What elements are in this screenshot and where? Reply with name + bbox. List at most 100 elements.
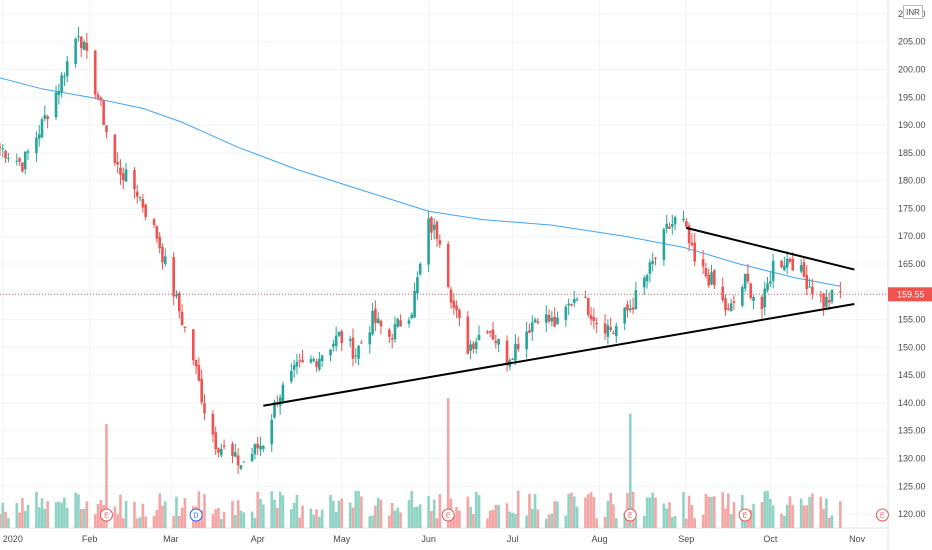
- candle-body: [172, 256, 175, 297]
- candle-body: [749, 283, 753, 298]
- volume-bar: [250, 511, 254, 528]
- candle-body: [219, 448, 223, 456]
- candle-body: [141, 198, 145, 208]
- trendlines[interactable]: [263, 226, 855, 407]
- y-tick-label: 155.00: [898, 315, 926, 325]
- candle-body: [427, 218, 430, 265]
- candle-body: [340, 331, 344, 344]
- volume-bar: [472, 513, 475, 528]
- volume-bar: [780, 513, 783, 528]
- volume-bar: [290, 509, 293, 528]
- volume-bar: [180, 507, 184, 528]
- volume-bar: [348, 502, 352, 528]
- y-tick-label: 120.00: [898, 509, 926, 519]
- candle-body: [410, 314, 414, 318]
- volume-bar: [469, 506, 472, 528]
- volume-bar: [690, 505, 694, 528]
- volume-bar: [133, 501, 136, 528]
- candle-body: [239, 465, 243, 469]
- candle-body: [21, 162, 24, 172]
- volume-bar: [435, 518, 439, 528]
- candle-body: [671, 224, 674, 227]
- candle-body: [634, 290, 638, 310]
- candle-body: [214, 432, 217, 450]
- candle-body: [259, 445, 262, 450]
- candle-body: [102, 100, 105, 126]
- candle-body: [799, 265, 803, 272]
- volume-bar: [79, 509, 83, 528]
- trendline: [263, 303, 855, 407]
- volume-bar: [819, 496, 823, 528]
- volume-bar: [23, 510, 27, 528]
- volume-bar: [371, 515, 374, 528]
- candle-body: [662, 229, 666, 260]
- volume-bar: [671, 516, 674, 528]
- volume-bar: [351, 507, 355, 528]
- volume-bar: [609, 492, 612, 528]
- candle-body: [497, 339, 500, 345]
- candle-body: [418, 263, 422, 275]
- candlesticks[interactable]: [0, 27, 842, 475]
- volume-bar: [511, 512, 514, 528]
- volume-bar: [124, 500, 128, 528]
- candle-body: [79, 36, 83, 49]
- volume-bar: [379, 499, 383, 528]
- time-axis[interactable]: 2020 Feb Mar Apr May Jun Jul Aug Sep Oct Nov: [3, 534, 866, 544]
- volume-bar: [707, 496, 711, 528]
- volume-bar: [729, 514, 733, 528]
- volume-bar: [547, 514, 551, 528]
- price-axis[interactable]: 120.00 125.00 130.00 135.00 140.00 145.00 150.…: [898, 9, 926, 519]
- volume-bar: [177, 515, 181, 528]
- volume-bar: [763, 491, 767, 528]
- volume-bar: [474, 491, 478, 528]
- candle-body: [161, 246, 164, 263]
- event-marker-circle: [99, 508, 113, 522]
- candle-body: [413, 290, 416, 318]
- volume-bar: [553, 500, 556, 528]
- event-marker-label: E: [446, 513, 451, 520]
- candle-body: [281, 384, 285, 401]
- candle-body: [623, 307, 626, 324]
- candle-body: [567, 303, 570, 306]
- volume-bar: [234, 515, 237, 528]
- volume-bar: [438, 494, 442, 528]
- volume-bar: [488, 510, 492, 528]
- candle-body: [631, 307, 635, 310]
- volume-bar: [278, 491, 282, 528]
- x-tick-label: 2020: [3, 534, 23, 544]
- volume-bar: [525, 515, 528, 528]
- volume-bar: [505, 503, 509, 528]
- candle-body: [54, 92, 58, 118]
- volume-bar: [592, 496, 596, 528]
- volume-bar: [295, 495, 299, 528]
- volume-bar: [710, 496, 713, 528]
- candle-body: [530, 322, 534, 332]
- candle-body: [135, 191, 139, 197]
- volume-bar: [273, 499, 276, 528]
- volume-bar: [682, 491, 685, 528]
- volume-bar: [354, 490, 358, 528]
- candle-body: [628, 308, 632, 311]
- volume-bar: [752, 503, 755, 528]
- candle-body: [760, 296, 764, 310]
- candle-body: [351, 337, 355, 359]
- candle-body: [334, 335, 338, 347]
- candle-body: [771, 260, 775, 281]
- x-tick-label: Sep: [678, 534, 694, 544]
- candle-body: [234, 452, 237, 457]
- y-tick-label: 170.00: [898, 231, 926, 241]
- volume-bar: [713, 496, 716, 528]
- candle-body: [295, 362, 299, 367]
- currency-badge[interactable]: INR: [903, 5, 923, 19]
- volume-bar: [40, 498, 44, 528]
- volume-bar: [388, 515, 391, 528]
- volume-bar: [830, 515, 834, 528]
- moving-average-line: [0, 77, 841, 287]
- candle-body: [491, 329, 495, 340]
- volume-bar: [704, 493, 708, 528]
- volume-bar: [645, 497, 649, 528]
- event-marker-label: D: [194, 513, 199, 520]
- volume-bar: [318, 516, 321, 528]
